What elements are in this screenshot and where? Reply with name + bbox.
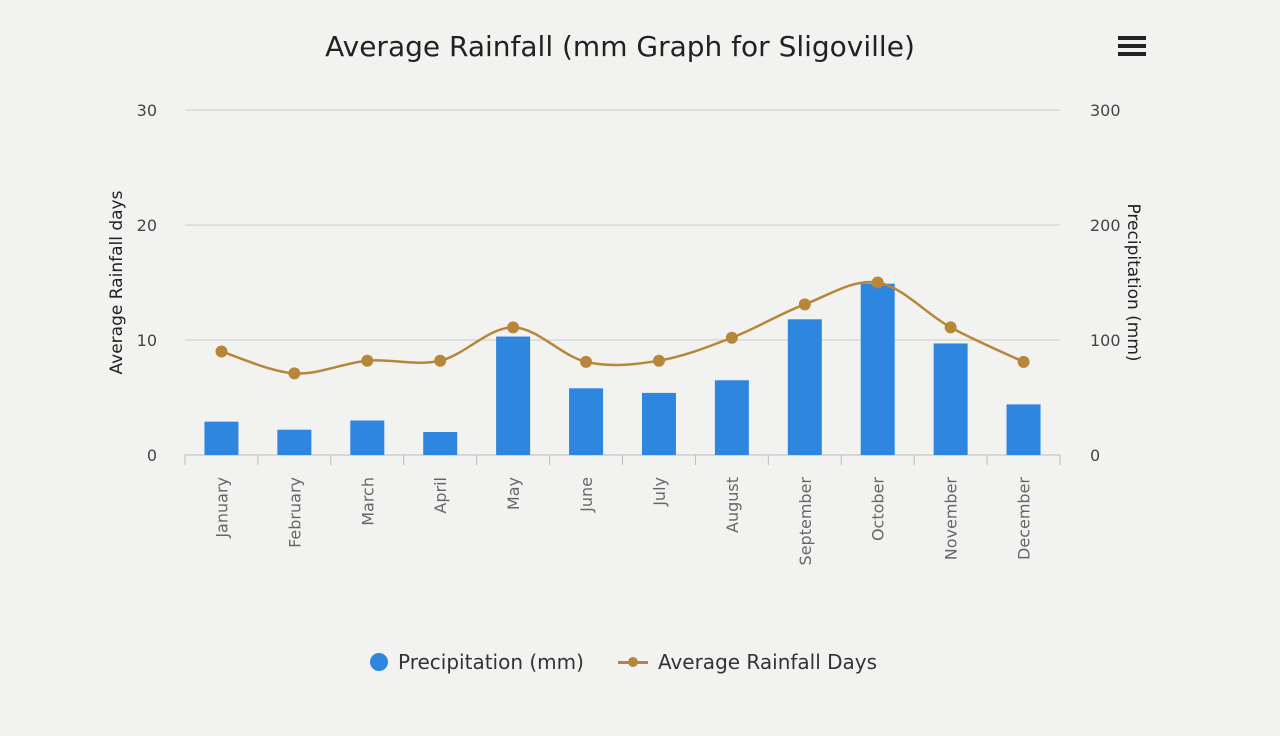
chart-title: Average Rainfall (mm Graph for Sligovill… — [325, 30, 915, 63]
rainfall-days-line — [221, 280, 1025, 375]
category-label: March — [358, 477, 377, 526]
point-december — [1017, 355, 1030, 368]
point-august — [725, 331, 738, 344]
point-october — [871, 276, 884, 289]
point-april — [434, 354, 447, 367]
right-tick-label: 300 — [1090, 101, 1121, 120]
bar-february — [277, 429, 312, 455]
point-february — [288, 367, 301, 380]
category-label: October — [869, 477, 888, 541]
hamburger-menu-icon[interactable] — [1118, 36, 1146, 58]
left-axis-title: Average Rainfall days — [107, 190, 127, 374]
point-may — [507, 321, 520, 334]
bar-may — [496, 336, 531, 455]
left-tick-label: 10 — [137, 331, 157, 350]
category-label: July — [650, 477, 669, 507]
point-march — [361, 354, 374, 367]
left-tick-label: 0 — [147, 446, 157, 465]
bar-april — [423, 432, 458, 455]
left-tick-label: 30 — [137, 101, 157, 120]
legend-label: Precipitation (mm) — [398, 650, 584, 674]
category-label: April — [431, 477, 450, 514]
legend-item-rainfall-days[interactable]: Average Rainfall Days — [617, 650, 878, 674]
legend-label: Average Rainfall Days — [657, 650, 878, 674]
bar-november — [933, 343, 968, 455]
right-axis-title: Precipitation (mm) — [1123, 203, 1143, 361]
legend-dot-icon — [370, 653, 388, 671]
category-label: June — [577, 477, 596, 513]
point-july — [652, 354, 665, 367]
right-tick-label: 100 — [1090, 331, 1121, 350]
right-tick-label: 0 — [1090, 446, 1100, 465]
right-tick-label: 200 — [1090, 216, 1121, 235]
point-september — [798, 298, 811, 311]
bar-december — [1006, 404, 1041, 455]
category-label: August — [723, 477, 742, 533]
category-label: February — [285, 477, 304, 548]
bar-june — [569, 388, 604, 455]
bar-august — [714, 380, 749, 455]
legend-line-icon — [617, 653, 648, 671]
bar-october — [860, 283, 895, 455]
left-tick-label: 20 — [137, 216, 157, 235]
legend-item-precipitation[interactable]: Precipitation (mm) — [370, 650, 584, 674]
bar-september — [787, 319, 822, 455]
bar-july — [641, 392, 676, 455]
legend: Precipitation (mm) Average Rainfall Days — [370, 650, 877, 674]
bar-january — [204, 421, 239, 455]
category-label: December — [1015, 477, 1034, 560]
category-label: May — [504, 477, 523, 510]
category-label: September — [796, 477, 815, 566]
bar-march — [350, 420, 385, 455]
category-label: November — [942, 477, 961, 561]
point-november — [944, 321, 957, 334]
point-january — [215, 345, 228, 358]
category-label: January — [212, 477, 231, 539]
point-june — [580, 355, 593, 368]
